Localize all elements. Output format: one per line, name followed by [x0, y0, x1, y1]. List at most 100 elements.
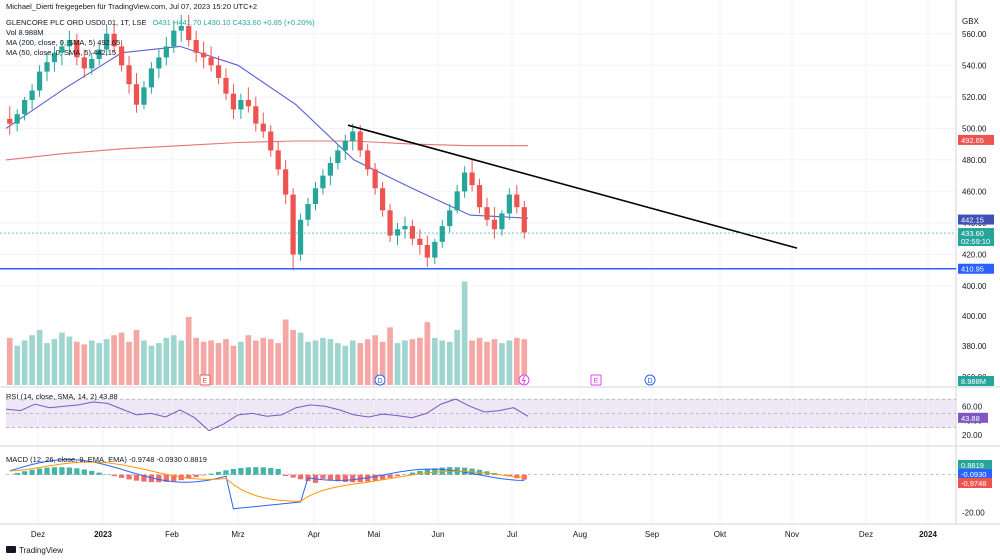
- macd-histogram-bar: [297, 474, 304, 480]
- volume-bar: [379, 341, 386, 385]
- candle-body: [290, 194, 296, 255]
- legend-ma200[interactable]: MA (200, close, 0, SMA, 5) 492.65: [6, 38, 120, 47]
- macd-histogram-bar: [14, 472, 20, 475]
- candle: [327, 156, 333, 186]
- candle-body: [447, 210, 453, 227]
- macd-histogram-bar: [171, 474, 177, 482]
- macd-pane: 0.00-20.000.8819-0.0930-0.9748: [6, 459, 992, 518]
- volume-bar: [387, 327, 393, 385]
- time-tick-label: Jun: [432, 530, 445, 539]
- candle-body: [379, 188, 386, 211]
- volume-bar: [118, 332, 125, 385]
- tradingview-logo[interactable]: TradingView: [6, 546, 63, 555]
- price-tick-label: 400.00: [962, 282, 987, 291]
- volume-bar: [484, 341, 490, 385]
- time-tick-label: Nov: [785, 530, 799, 539]
- macd-badge-text: -0.0930: [961, 470, 986, 479]
- time-tick-label: Jul: [507, 530, 517, 539]
- macd-histogram-bar: [379, 474, 386, 480]
- candle: [365, 144, 371, 176]
- legend-macd[interactable]: MACD (12, 26, close, 9, EMA, EMA) -0.974…: [6, 455, 207, 464]
- legend-ma50[interactable]: MA (50, close, 0, SMA, 5) 442.15: [6, 48, 116, 57]
- volume-tick-label: 380.00: [962, 342, 987, 351]
- candle: [29, 84, 35, 110]
- candle-body: [312, 188, 319, 205]
- price-badge-text: 442.15: [961, 216, 984, 225]
- candle-body: [342, 140, 348, 151]
- volume-bar: [66, 336, 73, 385]
- volume-bar: [461, 281, 468, 385]
- candle-body: [81, 57, 87, 69]
- candle-body: [186, 25, 192, 41]
- candle: [208, 46, 214, 72]
- candle: [171, 21, 177, 53]
- macd-histogram-bar: [417, 470, 423, 475]
- volume-bar: [36, 330, 43, 385]
- price-badge-bg: [958, 214, 994, 225]
- candle: [462, 166, 468, 198]
- candle: [521, 200, 527, 239]
- macd-histogram-bar: [89, 470, 95, 475]
- candle-body: [208, 57, 214, 66]
- candle-body: [14, 114, 20, 124]
- candle: [394, 222, 401, 246]
- volume-bar: [223, 339, 229, 385]
- event-marker: D: [644, 374, 656, 386]
- candle: [81, 49, 87, 78]
- legend-volume[interactable]: Vol 8.988M: [6, 28, 44, 37]
- volume-bar: [342, 345, 349, 385]
- candle-body: [297, 219, 304, 255]
- event-marker-label: E: [594, 378, 599, 385]
- macd-badge-bg: [958, 478, 992, 488]
- candle: [275, 140, 281, 176]
- candle-body: [156, 57, 162, 69]
- candle-body: [104, 33, 110, 50]
- candle-body: [59, 46, 65, 53]
- volume-bar: [245, 335, 252, 385]
- time-tick-label: Sep: [645, 530, 660, 539]
- volume-bar: [372, 335, 378, 385]
- candle: [320, 169, 326, 195]
- candle-body: [320, 175, 326, 189]
- volume-bar: [141, 340, 147, 385]
- volume-bar: [29, 335, 35, 385]
- candle-body: [96, 49, 102, 59]
- volume-bar: [335, 343, 341, 385]
- rsi-badge: 43.88: [958, 412, 988, 423]
- candle: [439, 219, 445, 249]
- price-tick-label: 480.00: [962, 156, 987, 165]
- macd-badge: -0.0930: [958, 469, 992, 479]
- trend-line[interactable]: [347, 124, 798, 249]
- candle-body: [89, 58, 95, 69]
- candle: [148, 62, 155, 94]
- legend-symbol[interactable]: GLENCORE PLC ORD USD0.01, 1T, LSE O431 H4…: [6, 18, 315, 27]
- candle-body: [215, 65, 222, 78]
- legend-rsi[interactable]: RSI (14, close, SMA, 14, 2) 43.88: [6, 392, 118, 401]
- candle: [186, 14, 192, 47]
- candle-body: [327, 163, 333, 176]
- candle: [59, 40, 65, 66]
- candle-body: [238, 99, 244, 110]
- macd-histogram-bar: [275, 469, 281, 475]
- macd-histogram-bar: [59, 467, 65, 475]
- volume-bar: [230, 345, 237, 385]
- brand-text: TradingView: [19, 546, 63, 555]
- candle: [268, 125, 274, 157]
- macd-histogram-bar: [394, 474, 401, 477]
- candle: [297, 213, 304, 261]
- volume-bar: [81, 344, 88, 385]
- candle-body: [178, 25, 184, 31]
- candle-body: [268, 131, 274, 151]
- candle: [245, 87, 251, 113]
- candle: [432, 238, 438, 264]
- candle-body: [36, 71, 43, 91]
- volume-bar: [14, 345, 21, 385]
- macd-badge: -0.9748: [958, 478, 992, 488]
- volume-bar: [320, 337, 326, 385]
- candle: [238, 93, 244, 119]
- macd-histogram-bar: [290, 474, 296, 478]
- volume-bar: [59, 332, 65, 385]
- ma200-path: [5, 140, 528, 161]
- event-marker-label: D: [377, 378, 382, 385]
